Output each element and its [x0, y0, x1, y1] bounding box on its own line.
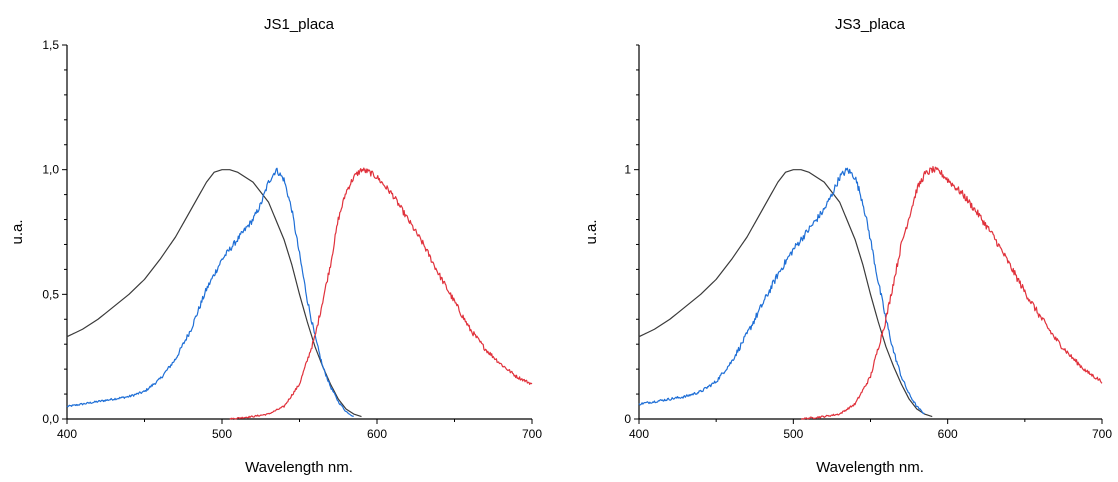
x-tick-label: 500 — [783, 427, 803, 441]
chart-title: JS1_placa — [264, 16, 335, 33]
x-tick-label: 500 — [212, 427, 232, 441]
y-axis-label: u.a. — [9, 219, 26, 244]
series-blue-line — [638, 167, 925, 415]
series-blue-line — [66, 167, 354, 417]
series-black-line — [66, 169, 362, 418]
x-axis-label: Wavelength nm. — [816, 459, 924, 476]
series-black-line — [638, 169, 933, 418]
x-tick-label: 700 — [522, 427, 542, 441]
x-tick-label: 600 — [938, 427, 958, 441]
y-tick-label: 0,0 — [42, 412, 59, 426]
y-tick-label: 0,5 — [42, 287, 59, 301]
y-tick-label: 1 — [624, 163, 631, 177]
y-tick-label: 0 — [624, 412, 631, 426]
x-tick-label: 400 — [629, 427, 649, 441]
x-tick-label: 600 — [367, 427, 387, 441]
x-tick-label: 400 — [57, 427, 77, 441]
chart-panel-js3: JS3_placa Wavelength nm. u.a. 400 500 600 7… — [583, 16, 1112, 476]
y-axis-label: u.a. — [583, 219, 600, 244]
x-tick-label: 700 — [1092, 427, 1112, 441]
chart-title: JS3_placa — [835, 16, 906, 33]
chart-panel-js1: JS1_placa Wavelength nm. u.a. 400 500 600 7… — [9, 16, 542, 476]
y-tick-label: 1,0 — [42, 163, 59, 177]
x-axis-label: Wavelength nm. — [245, 459, 353, 476]
y-tick-label: 1,5 — [42, 38, 59, 52]
series-red-line — [229, 167, 533, 420]
series-red-line — [801, 165, 1103, 420]
